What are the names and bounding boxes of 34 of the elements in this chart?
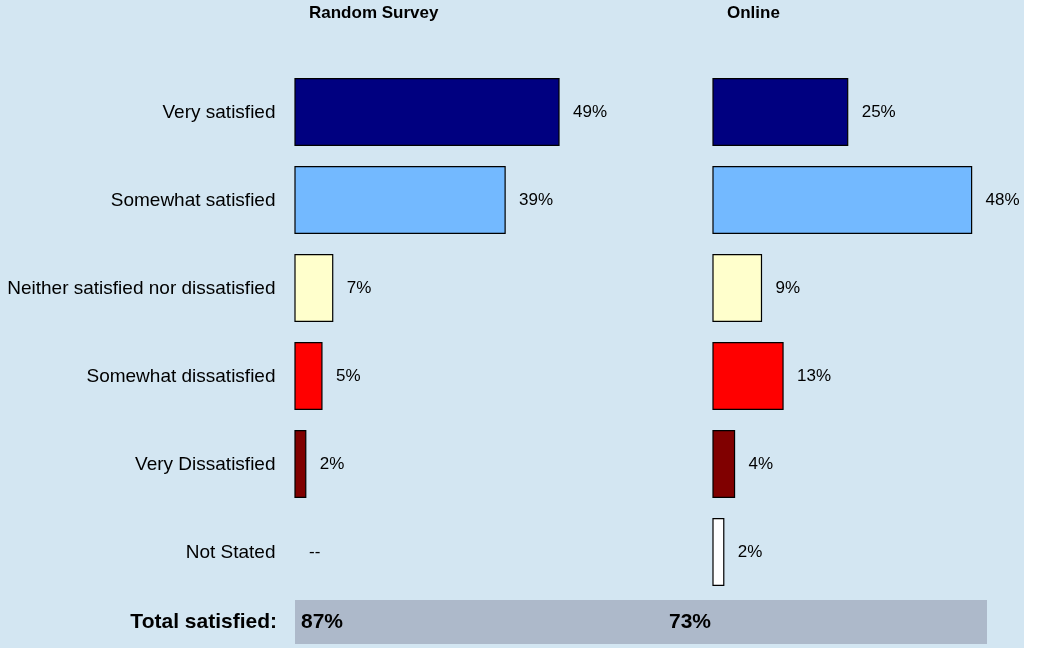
data-label: 49% xyxy=(573,102,608,121)
y-tick-label: Not Stated xyxy=(185,541,276,562)
data-label: 4% xyxy=(748,454,774,473)
data-label: 13% xyxy=(797,366,832,385)
bar xyxy=(712,429,736,499)
bar xyxy=(294,77,560,147)
data-label: 7% xyxy=(346,278,372,297)
data-label: 2% xyxy=(319,454,345,473)
bar xyxy=(294,253,334,323)
bar xyxy=(712,77,849,147)
text: 87% xyxy=(301,609,344,632)
bar xyxy=(712,517,725,587)
text: 73% xyxy=(669,609,712,632)
data-label: 25% xyxy=(861,102,896,121)
bar xyxy=(712,165,973,235)
chart-title: Online xyxy=(727,3,780,22)
data-label: 9% xyxy=(775,278,801,297)
bar xyxy=(712,341,784,411)
y-tick-label: Somewhat satisfied xyxy=(110,189,276,210)
data-label: 5% xyxy=(335,366,361,385)
data-label: 48% xyxy=(985,190,1020,209)
data-label: 39% xyxy=(519,190,554,209)
y-tick-label: Somewhat dissatisfied xyxy=(86,365,276,386)
y-tick-label: Very satisfied xyxy=(162,101,276,122)
text: -- xyxy=(309,542,321,561)
text: Total satisfied: xyxy=(130,609,277,632)
bar xyxy=(294,429,307,499)
y-tick-label: Neither satisfied nor dissatisfied xyxy=(7,277,276,298)
chart-title: Random Survey xyxy=(309,3,439,22)
bar xyxy=(294,165,506,235)
bar xyxy=(294,341,323,411)
bar xyxy=(712,253,763,323)
data-label: 2% xyxy=(737,542,763,561)
y-tick-label: Very Dissatisfied xyxy=(135,453,276,474)
